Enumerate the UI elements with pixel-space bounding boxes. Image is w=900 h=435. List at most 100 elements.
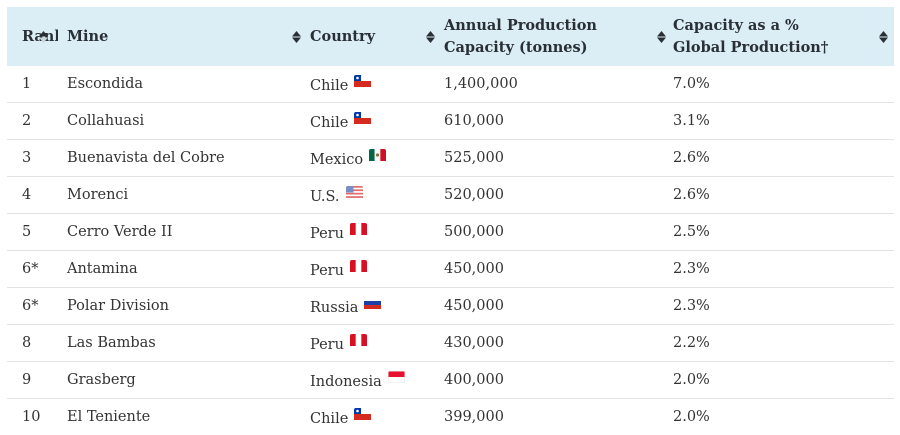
cell-rank: 6*: [7, 288, 67, 325]
cell-share: 2.3%: [673, 288, 894, 325]
cell-rank-text: 3: [22, 150, 31, 166]
cell-rank: 10: [7, 399, 67, 435]
cell-share-text: 7.0%: [673, 76, 710, 92]
cell-country-text: Peru: [310, 263, 344, 279]
sort-both-icon[interactable]: [292, 31, 301, 43]
cell-country-text: Chile: [310, 115, 348, 131]
usa-flag-icon: [346, 186, 363, 202]
cell-share-text: 2.6%: [673, 150, 710, 166]
cell-capacity: 1,400,000: [444, 66, 673, 103]
cell-rank-text: 10: [22, 409, 40, 425]
cell-country-text: Mexico: [310, 152, 363, 168]
column-header-mine-label: Mine: [67, 26, 310, 48]
sort-both-icon[interactable]: [879, 31, 888, 43]
cell-capacity: 400,000: [444, 362, 673, 399]
peru-flag-icon: [350, 334, 367, 350]
cell-capacity-text: 399,000: [444, 409, 504, 425]
cell-country-text: Peru: [310, 337, 344, 353]
sort-both-icon[interactable]: [426, 31, 435, 43]
cell-capacity: 430,000: [444, 325, 673, 362]
column-header-share[interactable]: Capacity as a % Global Production†: [673, 7, 894, 66]
cell-mine-text: Buenavista del Cobre: [67, 150, 225, 166]
cell-share: 2.6%: [673, 140, 894, 177]
cell-mine: Escondida: [67, 66, 310, 103]
cell-share: 7.0%: [673, 66, 894, 103]
cell-share: 2.0%: [673, 399, 894, 435]
cell-country: U.S.: [310, 177, 444, 214]
cell-mine-text: El Teniente: [67, 409, 150, 425]
cell-mine-text: Collahuasi: [67, 113, 144, 129]
cell-rank-text: 5: [22, 224, 31, 240]
cell-mine: Polar Division: [67, 288, 310, 325]
cell-share-text: 3.1%: [673, 113, 710, 129]
cell-capacity: 500,000: [444, 214, 673, 251]
mexico-flag-icon: [369, 149, 386, 165]
cell-share: 2.5%: [673, 214, 894, 251]
peru-flag-icon: [350, 260, 367, 276]
sort-up-icon[interactable]: [39, 31, 48, 43]
cell-rank-text: 9: [22, 372, 31, 388]
cell-country-text: Chile: [310, 411, 348, 427]
chile-flag-icon: [354, 112, 371, 128]
table-header-row: Rank Mine Country: [7, 7, 894, 66]
cell-mine: Las Bambas: [67, 325, 310, 362]
cell-share-text: 2.5%: [673, 224, 710, 240]
cell-country-text: Peru: [310, 226, 344, 242]
column-header-mine[interactable]: Mine: [67, 7, 310, 66]
cell-capacity-text: 450,000: [444, 298, 504, 314]
cell-country-text: Russia: [310, 300, 358, 316]
cell-rank: 9: [7, 362, 67, 399]
cell-rank: 6*: [7, 251, 67, 288]
cell-capacity-text: 500,000: [444, 224, 504, 240]
cell-capacity-text: 525,000: [444, 150, 504, 166]
russia-flag-icon: [364, 297, 381, 313]
column-header-country-label: Country: [310, 26, 444, 48]
cell-rank: 2: [7, 103, 67, 140]
cell-country: Russia: [310, 288, 444, 325]
cell-country: Chile: [310, 66, 444, 103]
cell-capacity: 450,000: [444, 288, 673, 325]
indonesia-flag-icon: [388, 371, 405, 387]
cell-rank-text: 4: [22, 187, 31, 203]
cell-mine-text: Morenci: [67, 187, 128, 203]
cell-share: 2.2%: [673, 325, 894, 362]
cell-rank-text: 6*: [22, 298, 38, 314]
cell-rank: 4: [7, 177, 67, 214]
cell-rank-text: 6*: [22, 261, 38, 277]
chile-flag-icon: [354, 75, 371, 91]
cell-capacity-text: 450,000: [444, 261, 504, 277]
cell-rank: 1: [7, 66, 67, 103]
cell-share-text: 2.3%: [673, 298, 710, 314]
cell-mine: Cerro Verde II: [67, 214, 310, 251]
cell-mine: El Teniente: [67, 399, 310, 435]
cell-share: 2.0%: [673, 362, 894, 399]
cell-share-text: 2.6%: [673, 187, 710, 203]
column-header-country[interactable]: Country: [310, 7, 444, 66]
cell-mine-text: Cerro Verde II: [67, 224, 172, 240]
column-header-capacity[interactable]: Annual Production Capacity (tonnes): [444, 7, 673, 66]
cell-share: 3.1%: [673, 103, 894, 140]
table-row: 5 Cerro Verde II Peru 500,000 2.5%: [7, 214, 894, 251]
cell-mine: Grasberg: [67, 362, 310, 399]
column-header-rank[interactable]: Rank: [7, 7, 67, 66]
table-row: 4 Morenci U.S.520,000 2.6%: [7, 177, 894, 214]
sort-both-icon[interactable]: [657, 31, 666, 43]
cell-share: 2.6%: [673, 177, 894, 214]
cell-country: Indonesia: [310, 362, 444, 399]
cell-capacity-text: 520,000: [444, 187, 504, 203]
cell-capacity-text: 430,000: [444, 335, 504, 351]
cell-mine-text: Grasberg: [67, 372, 136, 388]
cell-country-text: Chile: [310, 78, 348, 94]
cell-rank-text: 2: [22, 113, 31, 129]
cell-share-text: 2.2%: [673, 335, 710, 351]
cell-capacity: 450,000: [444, 251, 673, 288]
cell-capacity: 525,000: [444, 140, 673, 177]
cell-mine: Morenci: [67, 177, 310, 214]
copper-mines-table: Rank Mine Country: [7, 7, 894, 435]
cell-capacity: 520,000: [444, 177, 673, 214]
table-row: 3 Buenavista del Cobre Mexico 525,000 2.6%: [7, 140, 894, 177]
